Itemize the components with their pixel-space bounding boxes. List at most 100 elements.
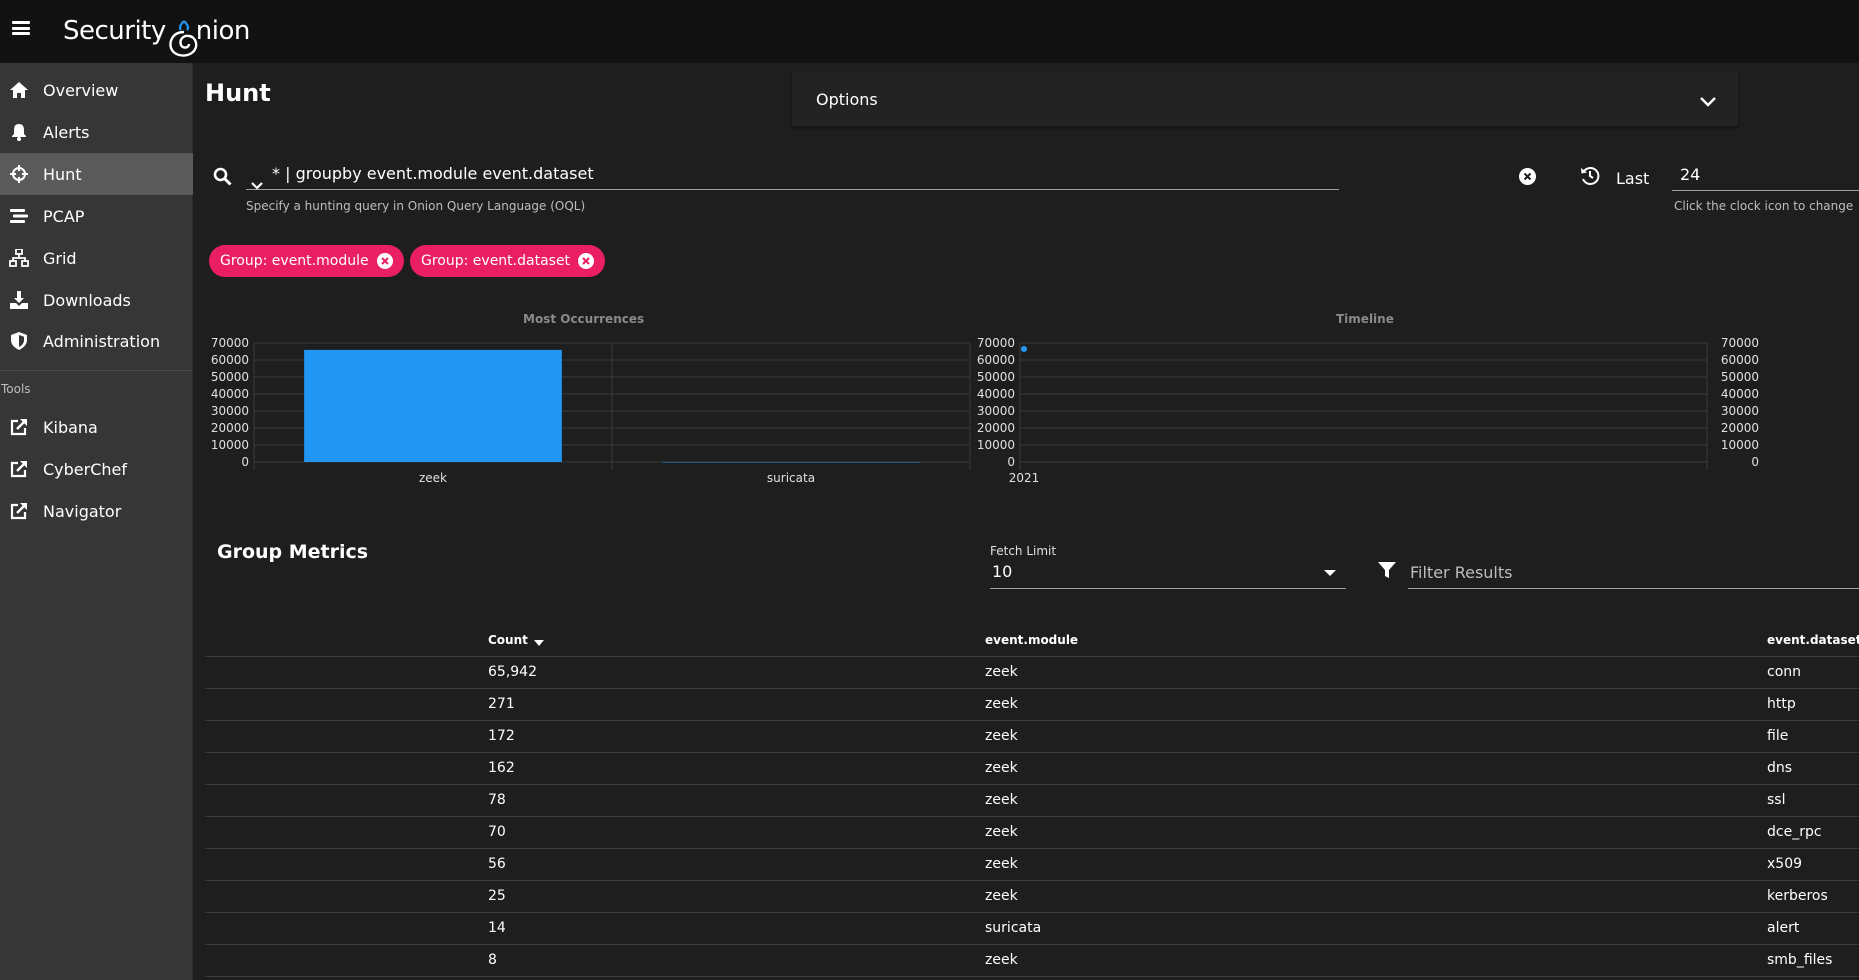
column-header-event-dataset[interactable]: event.dataset (1767, 633, 1859, 647)
table-row[interactable]: 56 zeek x509 (205, 849, 1859, 881)
fetch-limit-label: Fetch Limit (990, 544, 1057, 558)
fetch-limit-select[interactable]: 10 (990, 559, 1346, 589)
sidebar-item-label: Navigator (43, 501, 122, 521)
crosshairs-icon (9, 165, 29, 183)
cell-event-module: zeek (985, 856, 1018, 872)
sidebar-item-alerts[interactable]: Alerts (0, 111, 193, 153)
security-onion-logo[interactable]: Security nion (63, 12, 250, 57)
cell-event-dataset: conn (1767, 664, 1802, 680)
chip-label: Group: event.module (220, 253, 369, 269)
table-row[interactable]: 70 zeek dce_rpc (205, 817, 1859, 849)
cell-count: 56 (488, 856, 506, 872)
history-clock-icon[interactable] (1580, 166, 1600, 190)
search-icon[interactable] (213, 167, 232, 190)
sidebar-item-label: Administration (43, 331, 161, 351)
column-header-event-module[interactable]: event.module (985, 633, 1079, 647)
cell-count: 25 (488, 888, 506, 904)
sidebar-item-downloads[interactable]: Downloads (0, 279, 193, 321)
table-row[interactable]: 14 suricata alert (205, 913, 1859, 945)
y-tick-label: 40000 (977, 387, 1015, 401)
sidebar-item-overview[interactable]: Overview (0, 69, 193, 111)
sidebar: Overview Alerts Hunt PCAP Grid Downloads (0, 63, 193, 980)
sidebar-item-label: PCAP (43, 206, 85, 226)
cell-event-dataset: alert (1767, 920, 1800, 936)
options-label: Options (816, 90, 878, 109)
table-header: Count event.module event.dataset (205, 619, 1859, 657)
y2-tick-label: 60000 (1721, 353, 1759, 367)
chip-label: Group: event.dataset (421, 253, 571, 269)
group-chip-event-module[interactable]: Group: event.module (209, 245, 404, 277)
y-tick-label: 40000 (211, 387, 249, 401)
cell-event-dataset: x509 (1767, 856, 1803, 872)
shield-icon (9, 332, 29, 350)
close-icon[interactable] (376, 253, 393, 269)
cell-event-dataset: kerberos (1767, 888, 1828, 904)
clear-query-icon[interactable] (1519, 168, 1536, 189)
bar-zeek[interactable] (304, 349, 562, 462)
sort-descending-icon (533, 640, 544, 646)
table-row[interactable]: 8 zeek smb_files (205, 945, 1859, 977)
column-header-count[interactable]: Count (488, 633, 544, 647)
timeline-point[interactable] (1021, 345, 1027, 352)
x-tick-label: suricata (767, 471, 815, 485)
sidebar-item-grid[interactable]: Grid (0, 237, 193, 279)
y-tick-label: 10000 (977, 438, 1015, 452)
y-tick-label: 60000 (211, 353, 249, 367)
cell-count: 8 (488, 952, 497, 968)
cell-event-dataset: smb_files (1767, 952, 1833, 968)
cell-event-dataset: http (1767, 696, 1796, 712)
table-row[interactable]: 162 zeek dns (205, 753, 1859, 785)
query-hint: Specify a hunting query in Onion Query L… (246, 199, 586, 213)
sidebar-item-kibana[interactable]: Kibana (0, 406, 193, 448)
y2-tick-label: 40000 (1721, 387, 1759, 401)
filter-results-input[interactable] (1408, 557, 1859, 589)
cell-event-dataset: dce_rpc (1767, 824, 1822, 840)
query-history-chevron-icon[interactable] (251, 175, 263, 194)
hamburger-menu-icon[interactable] (12, 21, 30, 35)
sidebar-item-navigator[interactable]: Navigator (0, 490, 193, 532)
y-tick-label: 60000 (977, 353, 1015, 367)
cell-event-module: suricata (985, 920, 1042, 936)
table-row[interactable]: 172 zeek file (205, 721, 1859, 753)
cell-count: 271 (488, 696, 515, 712)
dropdown-arrow-icon (1324, 570, 1336, 576)
external-link-icon (9, 460, 29, 478)
download-icon (9, 291, 29, 309)
table-row[interactable]: 65,942 zeek conn (205, 657, 1859, 689)
sitemap-icon (9, 249, 29, 267)
cell-count: 14 (488, 920, 506, 936)
page-title: Hunt (205, 79, 271, 107)
y-tick-label: 70000 (211, 336, 249, 350)
sidebar-item-pcap[interactable]: PCAP (0, 195, 193, 237)
x-tick-label: zeek (419, 471, 447, 485)
sidebar-item-label: CyberChef (43, 459, 128, 479)
group-metrics-table: Count event.module event.dataset 65,942 z… (205, 619, 1859, 977)
time-range-label: Last (1616, 169, 1650, 188)
sidebar-item-hunt[interactable]: Hunt (0, 153, 193, 195)
table-row[interactable]: 271 zeek http (205, 689, 1859, 721)
sidebar-item-administration[interactable]: Administration (0, 320, 193, 362)
hunt-query-input[interactable] (246, 158, 1339, 190)
cell-event-dataset: dns (1767, 760, 1793, 776)
y2-tick-label: 70000 (1721, 336, 1759, 350)
table-row[interactable]: 25 zeek kerberos (205, 881, 1859, 913)
time-range-input[interactable] (1672, 159, 1859, 191)
y-tick-label: 20000 (977, 421, 1015, 435)
chevron-down-icon (1700, 92, 1716, 111)
table-row[interactable]: 78 zeek ssl (205, 785, 1859, 817)
fetch-limit-value: 10 (992, 562, 1013, 581)
filter-icon (1378, 561, 1396, 583)
cell-event-module: zeek (985, 696, 1018, 712)
bar-suricata[interactable] (662, 461, 920, 463)
external-link-icon (9, 502, 29, 520)
y-tick-label: 0 (241, 455, 249, 469)
timeline-chart-title: Timeline (1336, 312, 1394, 326)
close-icon[interactable] (578, 253, 595, 269)
y2-tick-label: 20000 (1721, 421, 1759, 435)
y-tick-label: 70000 (977, 336, 1015, 350)
sidebar-item-cyberchef[interactable]: CyberChef (0, 448, 193, 490)
y2-tick-label: 10000 (1721, 438, 1759, 452)
group-chip-event-dataset[interactable]: Group: event.dataset (410, 245, 606, 277)
y-tick-label: 0 (1007, 455, 1015, 469)
options-expansion-panel[interactable]: Options (792, 72, 1738, 126)
